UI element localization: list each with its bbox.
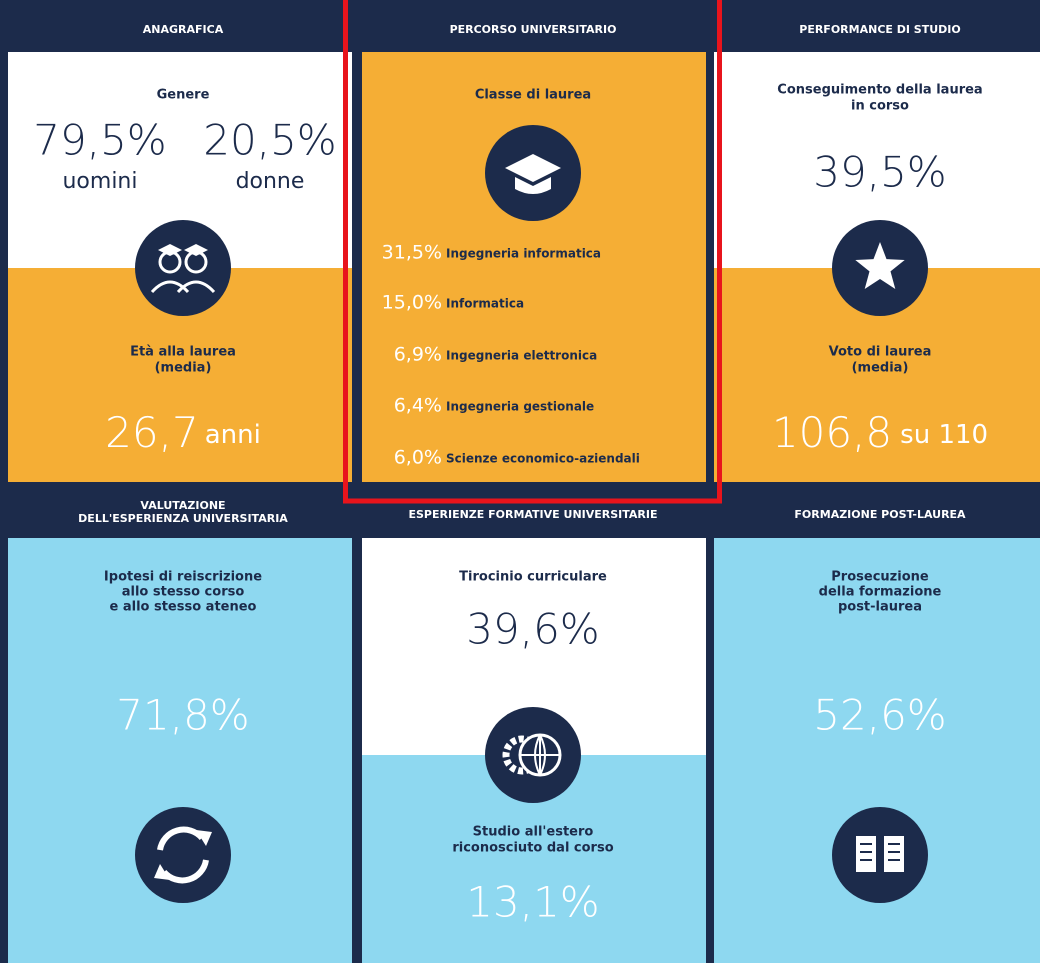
class-label: Ingegneria informatica [446,247,601,261]
label: post-laurea [838,600,922,615]
label: Prosecuzione [831,570,929,585]
class-value: 6,0% [394,447,442,469]
value: 39,5% [813,148,946,197]
label: Classe di laurea [475,88,591,103]
label: della formazione [819,585,942,600]
value: 26,7 anni [105,408,261,457]
label: Voto di laurea [829,345,932,360]
label: (media) [155,361,212,376]
value: 106,8 su 110 [772,408,988,457]
header: ESPERIENZE FORMATIVE UNIVERSITARIE [409,508,658,521]
header: FORMAZIONE POST-LAUREA [794,508,966,521]
star-icon [832,220,928,316]
value: 13,1% [466,878,599,927]
class-label: Scienze economico-aziendali [446,452,640,466]
value: 26,7 [105,408,199,457]
header: PERCORSO UNIVERSITARIO [450,23,617,36]
cap-icon [485,125,581,221]
header: DELL'ESPERIENZA UNIVERSITARIA [78,512,288,525]
label: in corso [851,99,909,114]
label: e allo stesso ateneo [110,600,257,615]
header: ANAGRAFICA [143,23,224,36]
label: (media) [852,361,909,376]
unit: anni [205,420,261,450]
header: PERFORMANCE DI STUDIO [799,23,960,36]
class-label: Informatica [446,297,524,311]
refresh-icon [135,807,231,903]
value: 79,5% [33,116,166,165]
highlight-box [343,0,722,504]
value: 71,8% [116,691,249,740]
label: Genere [157,88,210,103]
value: 20,5% [203,116,336,165]
label: Conseguimento della laurea [777,83,982,98]
label: Età alla laurea [130,345,236,360]
panel-orange [362,52,706,482]
label: Ipotesi di reiscrizione [104,570,262,585]
label: Tirocinio curriculare [459,570,607,585]
unit: su 110 [900,420,988,450]
label: riconosciuto dal corso [452,841,613,856]
class-label: Ingegneria elettronica [446,349,597,363]
class-value: 6,4% [394,395,442,417]
class-label: Ingegneria gestionale [446,400,594,414]
class-value: 15,0% [382,292,442,314]
graduates-icon [135,220,231,316]
value: 52,6% [813,691,946,740]
label: donne [236,169,305,194]
value: 39,6% [466,605,599,654]
label: Studio all'estero [473,825,594,840]
class-list: 31,5% Ingegneria informatica 15,0% Informat… [382,242,640,469]
book-icon [832,807,928,903]
header: VALUTAZIONE [140,499,225,512]
gear-globe-icon [485,707,581,803]
class-value: 31,5% [382,242,442,264]
value: 106,8 [772,408,892,457]
class-value: 6,9% [394,344,442,366]
label: allo stesso corso [122,585,245,600]
label: uomini [62,169,137,194]
